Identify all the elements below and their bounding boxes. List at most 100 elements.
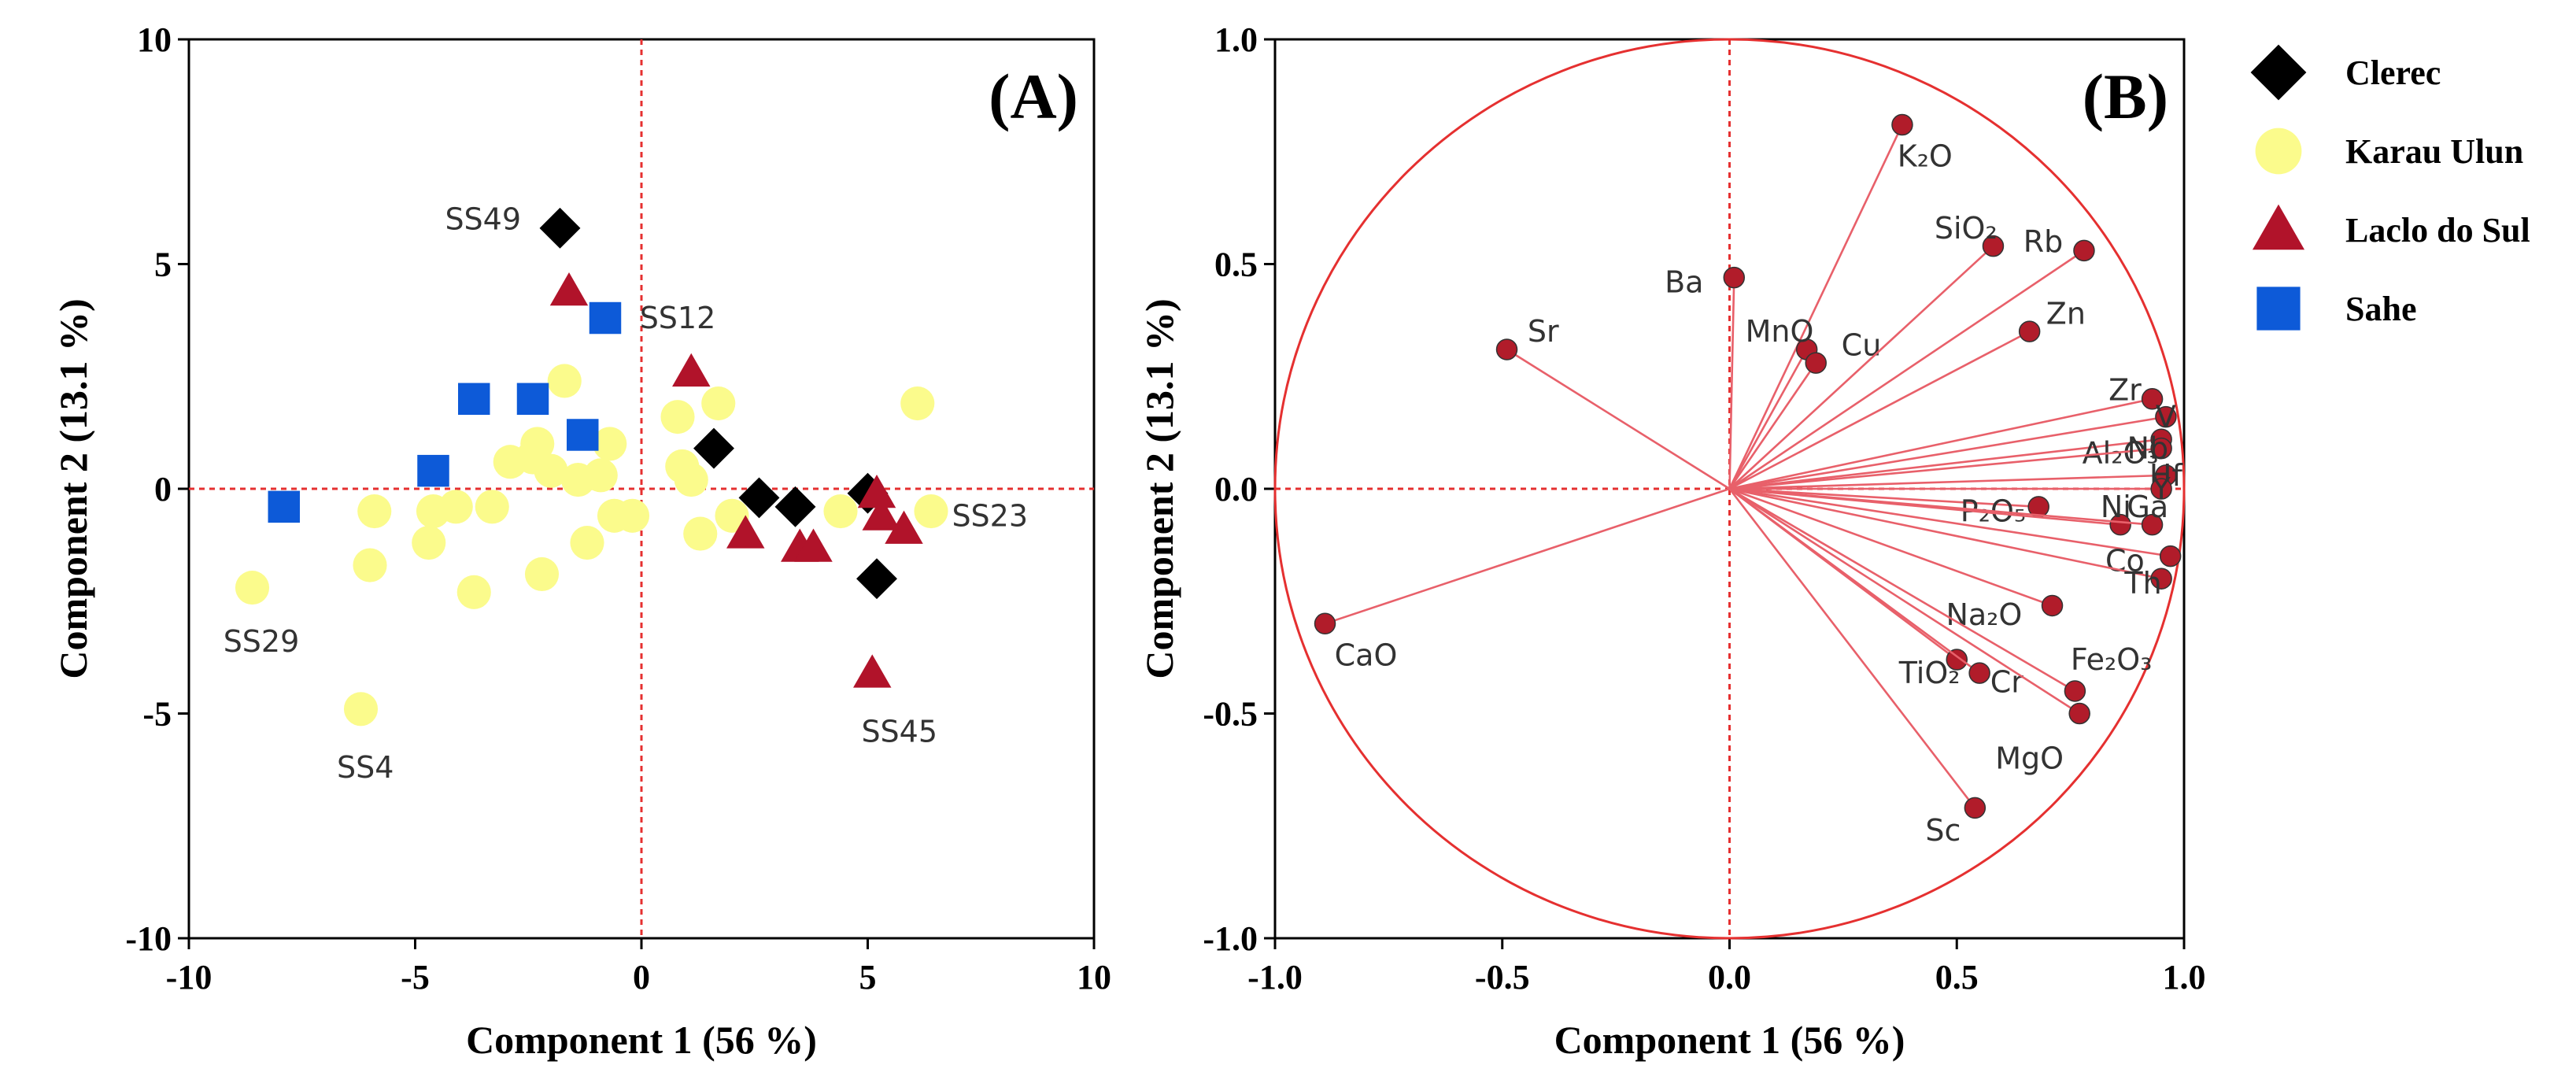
loading-vector-line bbox=[1728, 245, 1994, 490]
loading-vector: Ba bbox=[1665, 264, 1746, 490]
legend: Clerec Karau Ulun Laclo do Sul Sahe bbox=[2250, 44, 2530, 331]
loading-vector-line bbox=[1729, 397, 2153, 490]
data-point bbox=[516, 383, 549, 416]
loading-vector-point bbox=[2150, 568, 2172, 590]
panel-a-x-tick-label: 10 bbox=[1077, 958, 1111, 996]
panel-a-y-tick-label: 0 bbox=[154, 470, 172, 508]
data-point bbox=[458, 383, 490, 416]
loading-label: Ga bbox=[2127, 490, 2168, 524]
panel-b-y-tick-label: -0.5 bbox=[1203, 695, 1258, 734]
loading-vector: Fe₂O₃ bbox=[1728, 487, 2152, 702]
data-point bbox=[672, 353, 711, 387]
loading-label: Ni bbox=[2101, 490, 2131, 524]
data-point bbox=[438, 490, 473, 524]
loading-label: Ba bbox=[1665, 264, 1703, 299]
loading-vector-line bbox=[1728, 250, 2085, 490]
loading-label: Cu bbox=[1842, 327, 1882, 362]
panel-b-x-axis-label: Component 1 (56 %) bbox=[1554, 1018, 1905, 1062]
loading-vector-line bbox=[1728, 487, 2076, 693]
series-karau-ulun bbox=[235, 364, 948, 727]
panel-b-y-tick-label: 0.5 bbox=[1214, 246, 1258, 284]
data-point bbox=[235, 571, 270, 605]
loading-label: Sc bbox=[1925, 813, 1961, 848]
loading-vector-point bbox=[1982, 235, 2005, 257]
loading-vector-line bbox=[1729, 487, 2162, 580]
data-point bbox=[862, 497, 900, 531]
data-point bbox=[774, 486, 816, 527]
loading-vector-line bbox=[1728, 349, 1808, 490]
panel-b-y-axis-label: Component 2 (13.1 %) bbox=[1137, 298, 1181, 678]
loading-vector-point bbox=[1805, 352, 1827, 374]
loading-vector-line bbox=[1728, 487, 2080, 715]
loading-vector: SiO₂ bbox=[1728, 211, 2005, 490]
legend-label: Clerec bbox=[2345, 54, 2441, 92]
series-laclo-do-sul bbox=[549, 272, 923, 688]
loading-vector-line bbox=[1729, 474, 2166, 490]
panel-a-y-tick-label: 10 bbox=[137, 20, 172, 59]
data-point bbox=[674, 463, 708, 497]
loading-label: Zr bbox=[2108, 372, 2142, 407]
legend-marker-diamond bbox=[2250, 44, 2307, 101]
loading-label: CaO bbox=[1335, 638, 1398, 672]
legend-item: Sahe bbox=[2256, 287, 2416, 331]
loading-vector-line bbox=[1728, 362, 1817, 490]
sample-annotation: SS12 bbox=[640, 301, 716, 335]
data-point bbox=[520, 427, 555, 461]
loading-vector: Ga bbox=[1729, 487, 2168, 536]
data-point bbox=[615, 498, 650, 533]
data-point bbox=[567, 419, 599, 451]
sample-annotation: SS23 bbox=[952, 498, 1028, 533]
loading-vector: V bbox=[1729, 400, 2177, 490]
loading-vector-line bbox=[1729, 416, 2167, 490]
loading-vector-point bbox=[1495, 338, 1518, 360]
legend-label: Karau Ulun bbox=[2345, 132, 2523, 171]
loading-vector-point bbox=[1891, 113, 1913, 136]
loading-vector: Na₂O bbox=[1729, 487, 2064, 632]
loading-vector-point bbox=[2159, 545, 2182, 568]
loading-vector: Y bbox=[1729, 471, 2172, 506]
data-point bbox=[357, 494, 392, 529]
panel-b-y-tick-label: 0.0 bbox=[1214, 470, 1258, 508]
loading-vector-point bbox=[2155, 405, 2177, 428]
loading-vector: Rb bbox=[1728, 224, 2095, 490]
loading-vector-point bbox=[2150, 437, 2172, 460]
sample-annotation: SS29 bbox=[224, 624, 300, 659]
panel-b-x-tick-label: -0.5 bbox=[1475, 958, 1530, 996]
panel-b-x-tick-label: 0.0 bbox=[1708, 958, 1751, 996]
panel-b-y-tick-label: 1.0 bbox=[1214, 20, 1258, 59]
loading-vector-line bbox=[1506, 348, 1731, 490]
loading-vector-point bbox=[2064, 680, 2086, 702]
data-point bbox=[794, 528, 833, 562]
loading-label: Y bbox=[2152, 471, 2171, 506]
legend-item: Laclo do Sul bbox=[2252, 204, 2530, 250]
data-point bbox=[885, 510, 923, 544]
data-point bbox=[539, 207, 581, 249]
data-point bbox=[593, 427, 627, 461]
legend-marker-triangle bbox=[2252, 204, 2305, 250]
loading-label: Rb bbox=[2023, 224, 2064, 259]
data-point bbox=[475, 490, 509, 524]
panel-b-y-tick-label: -1.0 bbox=[1203, 919, 1258, 958]
data-point bbox=[693, 427, 734, 469]
loading-vector-point bbox=[1964, 797, 1987, 819]
loading-vector: Co bbox=[1729, 487, 2182, 578]
series-sahe bbox=[268, 301, 622, 523]
loading-label: K₂O bbox=[1898, 139, 1953, 173]
loading-vector-line bbox=[1728, 277, 1735, 490]
data-point bbox=[417, 454, 449, 487]
panel-a-panel: -10 -5 0 5 10 10 5 0 -5 -10 Component 1 (56 %) Comp… bbox=[51, 20, 1111, 1062]
panel-a-x-tick-label: -10 bbox=[166, 958, 213, 996]
loading-vector-line bbox=[1728, 124, 1904, 490]
panel-b-panel-label: (B) bbox=[2083, 61, 2168, 132]
data-point bbox=[914, 494, 948, 529]
legend-marker-circle bbox=[2255, 128, 2302, 175]
panel-a-y-tick-label: -5 bbox=[142, 695, 172, 734]
data-point bbox=[570, 525, 604, 560]
panel-b-x-tick-label: 1.0 bbox=[2163, 958, 2206, 996]
data-point bbox=[524, 556, 560, 592]
data-point bbox=[589, 301, 622, 335]
data-point bbox=[549, 272, 589, 306]
panel-b-x-tick-label: 0.5 bbox=[1935, 958, 1979, 996]
data-point bbox=[456, 575, 491, 609]
